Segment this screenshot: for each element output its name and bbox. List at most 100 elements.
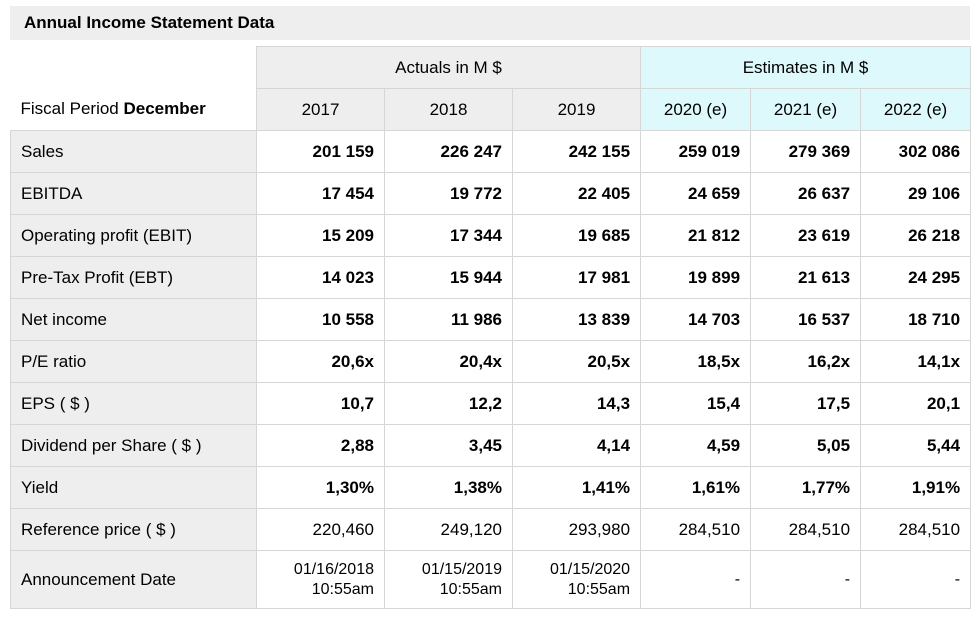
table-cell: 13 839 xyxy=(511,298,642,341)
announcement-row: Announcement Date 01/16/2018 10:55am 01/1… xyxy=(10,550,972,609)
table-cell: 1,91% xyxy=(860,466,972,509)
row-label: Pre-Tax Profit (EBT) xyxy=(10,256,257,299)
income-statement-table: Actuals in M $ Estimates in M $ Fiscal P… xyxy=(10,46,972,609)
table-cell: 24 659 xyxy=(640,172,752,215)
table-cell: 249,120 xyxy=(384,508,513,551)
table-cell: 15 944 xyxy=(384,256,513,299)
table-cell: 17,5 xyxy=(750,382,862,425)
table-cell: 20,1 xyxy=(860,382,972,425)
year-header: 2022 (e) xyxy=(860,88,972,131)
table-cell: 29 106 xyxy=(860,172,972,215)
row-label: Sales xyxy=(10,130,257,173)
announcement-time: 10:55am xyxy=(439,580,502,598)
announcement-date: 01/15/2020 xyxy=(549,560,631,578)
table-cell: 17 344 xyxy=(384,214,513,257)
row-label: Yield xyxy=(10,466,257,509)
announcement-cell: - xyxy=(750,550,862,609)
table-cell: 5,05 xyxy=(750,424,862,467)
table-cell: 14 703 xyxy=(640,298,752,341)
table-cell: 284,510 xyxy=(750,508,862,551)
panel-title: Annual Income Statement Data xyxy=(10,6,970,40)
year-header: 2019 xyxy=(511,88,642,131)
table-cell: 220,460 xyxy=(256,508,385,551)
table-cell: 26 218 xyxy=(860,214,972,257)
table-cell: 21 812 xyxy=(640,214,752,257)
table-cell: 1,38% xyxy=(384,466,513,509)
table-cell: 14,1x xyxy=(860,340,972,383)
table-cell: 23 619 xyxy=(750,214,862,257)
announcement-date: 01/15/2019 xyxy=(421,560,502,578)
table-row: P/E ratio 20,6x 20,4x 20,5x 18,5x 16,2x … xyxy=(10,340,972,383)
income-statement-panel: Annual Income Statement Data Actuals in … xyxy=(10,6,972,609)
table-cell: 14 023 xyxy=(256,256,385,299)
table-cell: 242 155 xyxy=(511,130,642,173)
year-header: 2017 xyxy=(256,88,385,131)
table-cell: 10,7 xyxy=(256,382,385,425)
table-cell: 293,980 xyxy=(511,508,642,551)
table-cell: 1,77% xyxy=(750,466,862,509)
table-cell: 20,5x xyxy=(511,340,642,383)
estimates-group-header: Estimates in M $ xyxy=(640,46,972,89)
table-cell: 15,4 xyxy=(640,382,752,425)
table-row: Net income 10 558 11 986 13 839 14 703 1… xyxy=(10,298,972,341)
fiscal-period-month: December xyxy=(123,99,206,119)
announcement-time: 10:55am xyxy=(567,580,631,598)
row-label: Announcement Date xyxy=(10,550,257,609)
row-label: Net income xyxy=(10,298,257,341)
table-cell: 17 981 xyxy=(511,256,642,299)
table-cell: 5,44 xyxy=(860,424,972,467)
fiscal-period-header: Fiscal Period December xyxy=(10,88,257,131)
table-cell: 1,41% xyxy=(511,466,642,509)
table-cell: 19 772 xyxy=(384,172,513,215)
row-label: P/E ratio xyxy=(10,340,257,383)
fiscal-period-prefix: Fiscal Period xyxy=(20,99,124,119)
announcement-cell: 01/15/2020 10:55am xyxy=(511,550,642,609)
announcement-date: 01/16/2018 xyxy=(293,560,374,578)
table-row: Reference price ( $ ) 220,460 249,120 29… xyxy=(10,508,972,551)
table-row: EPS ( $ ) 10,7 12,2 14,3 15,4 17,5 20,1 xyxy=(10,382,972,425)
table-cell: 279 369 xyxy=(750,130,862,173)
table-cell: 259 019 xyxy=(640,130,752,173)
announcement-cell: 01/16/2018 10:55am xyxy=(256,550,385,609)
announcement-date: - xyxy=(844,570,851,588)
row-label: EBITDA xyxy=(10,172,257,215)
table-cell: 284,510 xyxy=(860,508,972,551)
row-label: Operating profit (EBIT) xyxy=(10,214,257,257)
table-cell: 16 537 xyxy=(750,298,862,341)
header-spacer xyxy=(10,46,257,89)
table-cell: 2,88 xyxy=(256,424,385,467)
row-label: Dividend per Share ( $ ) xyxy=(10,424,257,467)
table-cell: 16,2x xyxy=(750,340,862,383)
table-cell: 284,510 xyxy=(640,508,752,551)
table-cell: 1,61% xyxy=(640,466,752,509)
year-header: 2020 (e) xyxy=(640,88,752,131)
year-header: 2021 (e) xyxy=(750,88,862,131)
announcement-date: - xyxy=(954,570,961,588)
table-cell: 1,30% xyxy=(256,466,385,509)
table-cell: 22 405 xyxy=(511,172,642,215)
table-row: Dividend per Share ( $ ) 2,88 3,45 4,14 … xyxy=(10,424,972,467)
table-cell: 19 685 xyxy=(511,214,642,257)
table-cell: 4,14 xyxy=(511,424,642,467)
year-header: 2018 xyxy=(384,88,513,131)
table-cell: 20,6x xyxy=(256,340,385,383)
row-label: Reference price ( $ ) xyxy=(10,508,257,551)
announcement-cell: - xyxy=(640,550,752,609)
table-cell: 20,4x xyxy=(384,340,513,383)
table-cell: 201 159 xyxy=(256,130,385,173)
table-cell: 17 454 xyxy=(256,172,385,215)
table-cell: 21 613 xyxy=(750,256,862,299)
table-cell: 302 086 xyxy=(860,130,972,173)
table-row: EBITDA 17 454 19 772 22 405 24 659 26 63… xyxy=(10,172,972,215)
table-cell: 18,5x xyxy=(640,340,752,383)
table-cell: 26 637 xyxy=(750,172,862,215)
table-row: Pre-Tax Profit (EBT) 14 023 15 944 17 98… xyxy=(10,256,972,299)
table-row: Operating profit (EBIT) 15 209 17 344 19… xyxy=(10,214,972,257)
table-cell: 11 986 xyxy=(384,298,513,341)
row-label: EPS ( $ ) xyxy=(10,382,257,425)
table-cell: 10 558 xyxy=(256,298,385,341)
announcement-date: - xyxy=(734,570,741,588)
table-cell: 18 710 xyxy=(860,298,972,341)
announcement-cell: - xyxy=(860,550,972,609)
table-cell: 24 295 xyxy=(860,256,972,299)
